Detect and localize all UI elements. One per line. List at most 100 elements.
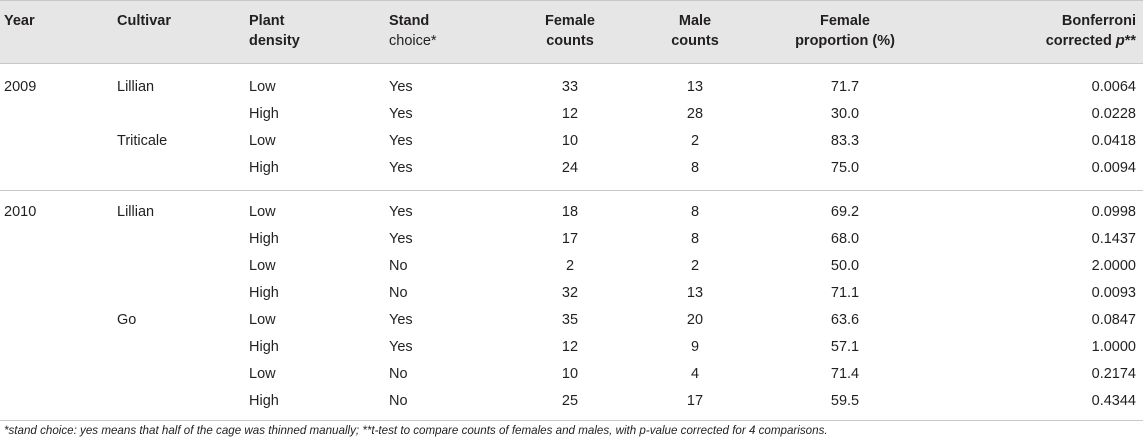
table-row: High Yes 24 8 75.0 0.0094 xyxy=(0,155,1143,182)
header-year: Year xyxy=(4,13,35,29)
cell-male-counts: 20 xyxy=(686,312,704,328)
cell-female-counts: 24 xyxy=(561,160,579,176)
cell-stand-choice: Yes xyxy=(389,106,413,122)
cell-female-counts: 17 xyxy=(561,231,579,247)
table-body: 2009 Lillian Low Yes 33 13 71.7 0.0064 High Yes 12… xyxy=(0,64,1143,421)
cell-stand-choice: Yes xyxy=(389,133,413,149)
cell-female-counts: 12 xyxy=(561,106,579,122)
header-bonferroni-p: p xyxy=(1115,33,1125,49)
header-male-counts-line1: Male xyxy=(678,13,712,29)
cell-plant-density: High xyxy=(249,160,279,176)
table-row: High Yes 12 9 57.1 1.0000 xyxy=(0,334,1143,361)
cell-stand-choice: Yes xyxy=(389,160,413,176)
header-female-counts-line2: counts xyxy=(546,33,594,49)
header-male-counts-line2: counts xyxy=(671,33,719,49)
header-stand-choice-line1: Stand xyxy=(389,13,430,29)
table-row: 2009 Lillian Low Yes 33 13 71.7 0.0064 xyxy=(0,74,1143,101)
cell-plant-density: Low xyxy=(249,258,276,274)
table-section: 2010 Lillian Low Yes 18 8 69.2 0.0998 High Yes 17 8… xyxy=(0,191,1143,421)
table-row: High Yes 17 8 68.0 0.1437 xyxy=(0,226,1143,253)
cell-female-proportion: 63.6 xyxy=(830,312,860,328)
cell-male-counts: 2 xyxy=(690,258,700,274)
header-bonferroni-stars: ** xyxy=(1124,33,1136,49)
cell-year: 2009 xyxy=(4,79,37,95)
cell-female-proportion: 75.0 xyxy=(830,160,860,176)
table-footnote: *stand choice: yes means that half of th… xyxy=(4,424,828,437)
header-plant-density: Plant density xyxy=(249,11,300,51)
cell-plant-density: High xyxy=(249,106,279,122)
header-female-proportion-line1: Female xyxy=(820,13,870,29)
cell-female-proportion: 71.7 xyxy=(830,79,860,95)
cell-stand-choice: No xyxy=(389,366,408,382)
table-row: Low No 10 4 71.4 0.2174 xyxy=(0,361,1143,388)
cell-male-counts: 28 xyxy=(686,106,704,122)
cell-female-proportion: 71.4 xyxy=(830,366,860,382)
cell-plant-density: High xyxy=(249,339,279,355)
cell-female-proportion: 69.2 xyxy=(830,204,860,220)
cell-female-proportion: 71.1 xyxy=(830,285,860,301)
cell-cultivar: Triticale xyxy=(117,133,168,149)
cell-plant-density: High xyxy=(249,285,279,301)
cell-male-counts: 9 xyxy=(690,339,700,355)
cell-bonferroni-p: 0.0094 xyxy=(1091,160,1136,176)
header-bonferroni: Bonferroni corrected p** xyxy=(990,11,1136,51)
cell-plant-density: Low xyxy=(249,204,276,220)
cell-female-proportion: 83.3 xyxy=(830,133,860,149)
cell-female-counts: 33 xyxy=(561,79,579,95)
cell-male-counts: 8 xyxy=(690,204,700,220)
cell-stand-choice: No xyxy=(389,258,408,274)
data-table: Year Cultivar Plant density Stand choice… xyxy=(0,0,1143,421)
cell-male-counts: 2 xyxy=(690,133,700,149)
cell-cultivar: Lillian xyxy=(117,204,155,220)
cell-male-counts: 13 xyxy=(686,285,704,301)
header-stand-choice: Stand choice* xyxy=(389,11,437,51)
cell-bonferroni-p: 2.0000 xyxy=(1091,258,1136,274)
header-female-proportion-line2: proportion (%) xyxy=(795,33,895,49)
cell-female-proportion: 50.0 xyxy=(830,258,860,274)
cell-cultivar: Go xyxy=(117,312,137,328)
cell-year: 2010 xyxy=(4,204,37,220)
table-row: Triticale Low Yes 10 2 83.3 0.0418 xyxy=(0,128,1143,155)
cell-female-counts: 12 xyxy=(561,339,579,355)
cell-female-proportion: 68.0 xyxy=(830,231,860,247)
cell-plant-density: Low xyxy=(249,133,276,149)
cell-female-counts: 10 xyxy=(561,366,579,382)
cell-stand-choice: No xyxy=(389,393,408,409)
cell-female-proportion: 57.1 xyxy=(830,339,860,355)
cell-plant-density: High xyxy=(249,393,279,409)
cell-female-counts: 35 xyxy=(561,312,579,328)
header-bonferroni-line1: Bonferroni xyxy=(1061,13,1136,29)
cell-bonferroni-p: 0.0998 xyxy=(1091,204,1136,220)
header-plant-density-line1: Plant xyxy=(249,13,285,29)
cell-bonferroni-p: 0.2174 xyxy=(1091,366,1136,382)
cell-bonferroni-p: 0.0093 xyxy=(1091,285,1136,301)
table-header: Year Cultivar Plant density Stand choice… xyxy=(0,0,1143,64)
header-female-proportion: Female proportion (%) xyxy=(770,11,920,51)
table-row: Go Low Yes 35 20 63.6 0.0847 xyxy=(0,307,1143,334)
cell-female-counts: 2 xyxy=(565,258,575,274)
cell-stand-choice: Yes xyxy=(389,231,413,247)
header-plant-density-line2: density xyxy=(249,33,300,49)
cell-female-proportion: 59.5 xyxy=(830,393,860,409)
cell-female-counts: 10 xyxy=(561,133,579,149)
cell-male-counts: 4 xyxy=(690,366,700,382)
cell-cultivar: Lillian xyxy=(117,79,155,95)
cell-bonferroni-p: 0.0228 xyxy=(1091,106,1136,122)
cell-male-counts: 8 xyxy=(690,231,700,247)
cell-bonferroni-p: 0.4344 xyxy=(1091,393,1136,409)
cell-male-counts: 13 xyxy=(686,79,704,95)
cell-stand-choice: Yes xyxy=(389,79,413,95)
cell-bonferroni-p: 0.0418 xyxy=(1091,133,1136,149)
cell-plant-density: Low xyxy=(249,366,276,382)
header-stand-choice-line2: choice* xyxy=(389,33,437,49)
header-female-counts: Female counts xyxy=(520,11,620,51)
header-female-counts-line1: Female xyxy=(545,13,595,29)
cell-stand-choice: Yes xyxy=(389,204,413,220)
cell-stand-choice: Yes xyxy=(389,312,413,328)
table-row: 2010 Lillian Low Yes 18 8 69.2 0.0998 xyxy=(0,199,1143,226)
cell-bonferroni-p: 1.0000 xyxy=(1091,339,1136,355)
cell-male-counts: 17 xyxy=(686,393,704,409)
header-bonferroni-corrected: corrected xyxy=(1045,33,1116,49)
cell-plant-density: Low xyxy=(249,79,276,95)
cell-female-counts: 18 xyxy=(561,204,579,220)
